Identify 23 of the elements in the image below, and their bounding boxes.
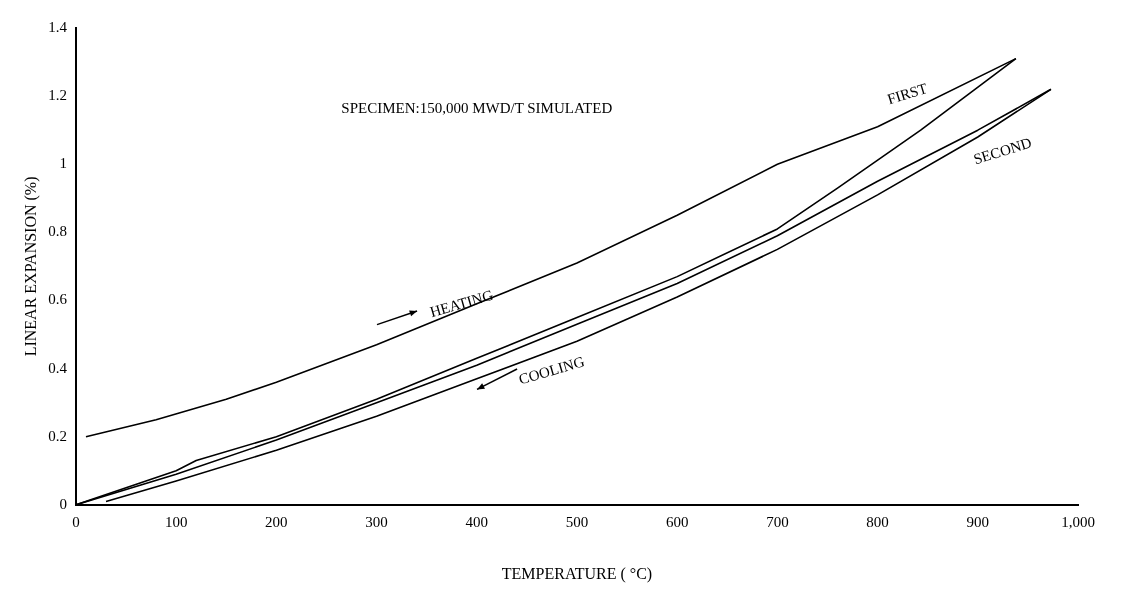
y-axis-title: LINEAR EXPANSION (%) [21, 176, 40, 357]
y-tick-label: 0.4 [48, 359, 68, 376]
y-tick-label: 1.2 [48, 87, 67, 104]
y-tick-label: 0.8 [48, 223, 67, 240]
x-tick-label: 300 [365, 513, 388, 530]
x-tick-label: 400 [465, 513, 489, 530]
x-tick-label: 0 [72, 513, 80, 530]
x-tick-label: 900 [966, 513, 990, 530]
y-tick-label: 0 [59, 495, 67, 512]
x-tick-label: 700 [766, 513, 789, 530]
x-axis-title: TEMPERATURE ( °C) [501, 564, 653, 583]
x-tick-label: 800 [866, 513, 889, 530]
annotation: FIRST [885, 80, 930, 108]
y-tick-label: 0.6 [48, 291, 68, 308]
y-tick-label: 0.2 [48, 427, 67, 444]
y-tick-label: 1 [59, 155, 67, 172]
x-tick-label: 200 [265, 513, 288, 530]
x-tick-label: 100 [164, 513, 188, 530]
x-tick-label: 1,000 [1061, 513, 1095, 530]
annotation: SPECIMEN:150,000 MWD/T SIMULATED [341, 99, 613, 116]
y-tick-label: 1.4 [48, 18, 68, 35]
x-tick-label: 500 [565, 513, 589, 530]
x-tick-label: 600 [665, 513, 689, 530]
